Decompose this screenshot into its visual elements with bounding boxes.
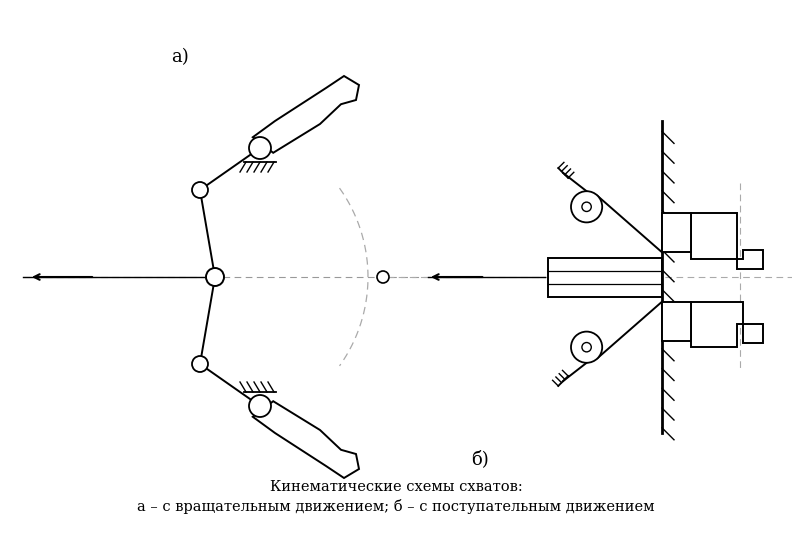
Polygon shape [253,76,359,153]
Bar [662,302,691,341]
Circle shape [192,182,208,198]
Circle shape [582,342,592,352]
Text: а): а) [171,48,188,66]
Bar [547,258,662,296]
Text: Кинематические схемы схватов:: Кинематические схемы схватов: [269,480,523,494]
Circle shape [377,271,389,283]
Circle shape [206,268,224,286]
Circle shape [571,191,602,223]
Circle shape [192,356,208,372]
Circle shape [249,137,271,159]
Bar [662,213,691,252]
Polygon shape [691,213,763,269]
Text: а – с вращательным движением; б – с поступательным движением: а – с вращательным движением; б – с пост… [137,499,655,515]
Circle shape [249,395,271,417]
Text: б): б) [471,450,489,468]
Circle shape [571,331,602,363]
Circle shape [582,202,592,212]
Polygon shape [691,302,763,347]
Polygon shape [253,401,359,478]
